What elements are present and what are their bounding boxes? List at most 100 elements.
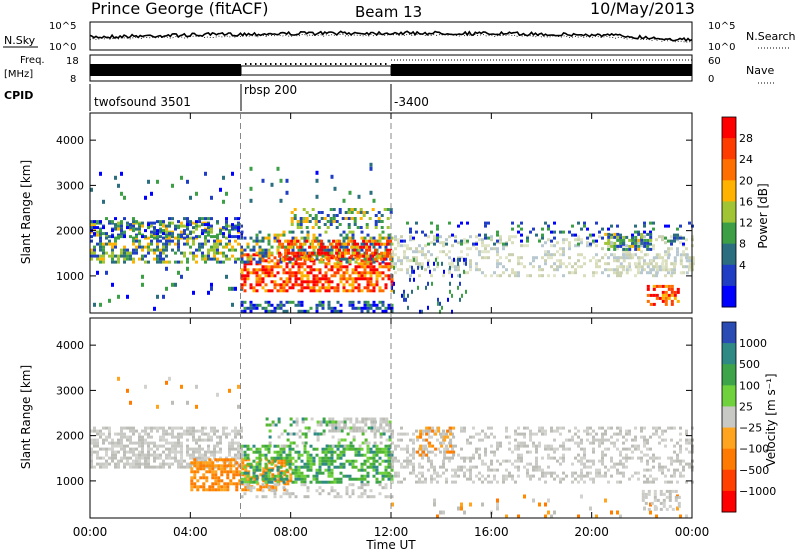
echo-cell (320, 245, 324, 249)
echo-cell (240, 480, 244, 484)
echo-cell (382, 429, 386, 433)
echo-cell (123, 257, 126, 261)
echo-cell (123, 260, 126, 264)
echo-cell (102, 260, 105, 264)
echo-cell (96, 270, 99, 275)
echo-cell (643, 435, 646, 439)
echo-cell (434, 429, 438, 433)
echo-cell (225, 236, 228, 240)
echo-cell (667, 268, 671, 272)
echo-cell (484, 247, 487, 251)
echo-cell (412, 268, 415, 272)
echo-cell (685, 447, 688, 451)
echo-cell (293, 242, 297, 246)
echo-cell (383, 208, 387, 211)
echo-cell (369, 462, 373, 466)
echo-cell (283, 461, 287, 465)
echo-cell (652, 284, 656, 288)
echo-cell (655, 426, 658, 430)
echo-cell (99, 260, 102, 264)
echo-cell (99, 229, 102, 233)
echo-cell (659, 489, 663, 493)
echo-cell (318, 233, 322, 237)
echo-cell (300, 474, 304, 478)
echo-cell (378, 289, 382, 293)
echo-cell (670, 262, 674, 266)
echo-cell (487, 426, 490, 430)
echo-cell (496, 253, 499, 257)
echo-cell (381, 471, 385, 475)
echo-cell (168, 239, 171, 243)
echo-cell (619, 241, 623, 245)
echo-cell (442, 471, 445, 475)
xtick-label: 00:00 (675, 525, 710, 539)
echo-cell (180, 274, 183, 279)
freq-tick-mark (365, 63, 367, 65)
echo-cell (276, 259, 280, 263)
echo-cell (192, 438, 195, 442)
echo-cell (288, 271, 292, 275)
echo-cell (677, 495, 681, 499)
echo-cell (437, 301, 439, 306)
echo-cell (574, 432, 577, 436)
echo-cell (393, 289, 395, 294)
echo-cell (213, 429, 216, 433)
echo-cell (682, 236, 685, 240)
echo-cell (225, 274, 228, 279)
echo-cell (457, 257, 459, 262)
echo-cell (413, 277, 415, 282)
echo-cell (138, 441, 141, 445)
echo-cell (132, 465, 135, 469)
echo-cell (387, 277, 391, 281)
echo-cell (369, 271, 373, 275)
echo-cell (577, 441, 580, 445)
echo-cell (342, 230, 346, 234)
echo-cell (249, 303, 253, 307)
echo-cell (679, 444, 682, 448)
echo-cell (190, 482, 194, 486)
echo-cell (318, 462, 322, 466)
echo-cell (373, 435, 377, 439)
echo-cell (685, 432, 688, 436)
echo-cell (478, 253, 481, 257)
echo-cell (484, 233, 487, 237)
echo-cell (418, 265, 421, 269)
echo-cell (520, 244, 523, 248)
echo-cell (284, 248, 288, 252)
echo-cell (132, 429, 135, 433)
echo-cell (126, 294, 129, 299)
echo-cell (240, 429, 243, 433)
echo-cell (162, 232, 165, 236)
echo-cell (138, 465, 141, 469)
echo-cell (496, 262, 499, 266)
echo-cell (156, 465, 159, 469)
echo-cell (571, 271, 574, 275)
echo-cell (547, 444, 550, 448)
echo-cell (129, 235, 132, 239)
echo-cell (676, 233, 679, 237)
echo-cell (478, 268, 481, 272)
echo-cell (180, 465, 183, 469)
echo-cell (278, 254, 282, 258)
echo-cell (422, 429, 426, 433)
echo-cell (403, 289, 405, 294)
echo-cell (375, 468, 379, 472)
echo-cell (535, 432, 538, 436)
echo-cell (415, 262, 418, 266)
echo-cell (360, 274, 364, 278)
echo-cell (328, 423, 332, 427)
echo-cell (421, 471, 424, 475)
echo-cell (285, 289, 289, 293)
echo-cell (412, 250, 415, 254)
xtick-label: 16:00 (474, 525, 509, 539)
echo-cell (243, 492, 247, 496)
echo-cell (360, 306, 364, 310)
echo-cell (387, 274, 391, 278)
echo-cell (261, 268, 265, 272)
echo-cell (312, 274, 316, 278)
echo-cell (676, 247, 679, 251)
echo-cell (568, 256, 571, 260)
echo-cell (291, 456, 295, 460)
echo-cell (375, 306, 379, 310)
echo-cell (114, 236, 117, 240)
